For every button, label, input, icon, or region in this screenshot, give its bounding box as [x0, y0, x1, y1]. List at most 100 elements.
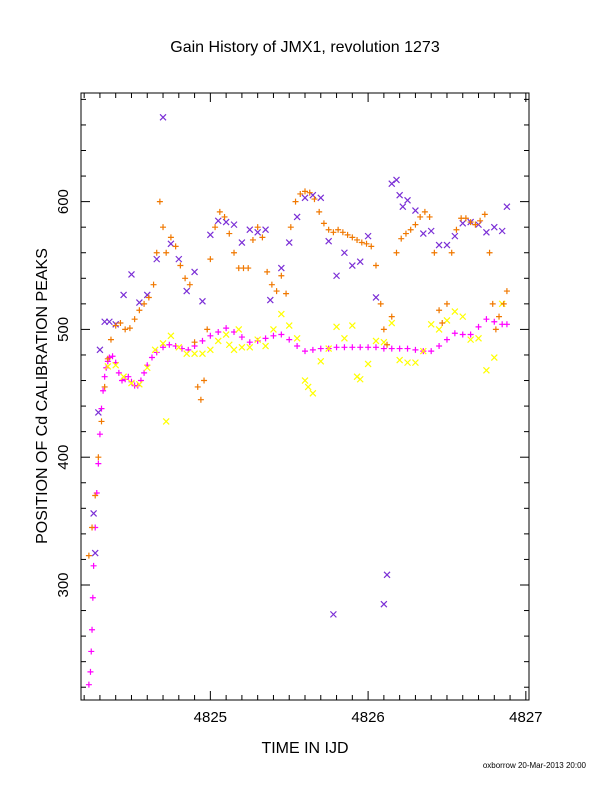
data-point — [262, 335, 269, 342]
data-point — [160, 224, 167, 231]
data-point — [363, 240, 370, 247]
data-point — [467, 336, 475, 344]
data-point — [302, 348, 308, 355]
data-point — [301, 194, 309, 202]
data-point — [377, 300, 384, 307]
data-point — [135, 380, 143, 388]
data-point — [238, 334, 245, 341]
data-point — [120, 291, 128, 299]
data-point — [320, 220, 327, 227]
data-point — [128, 271, 135, 278]
data-point — [206, 346, 214, 354]
data-point — [451, 232, 459, 240]
data-point — [95, 460, 102, 467]
data-point — [262, 226, 269, 234]
data-point — [443, 241, 451, 249]
data-point — [349, 344, 356, 351]
data-point — [254, 224, 261, 231]
data-point — [235, 325, 243, 333]
data-point — [89, 626, 96, 633]
data-point — [372, 294, 380, 301]
data-point — [143, 364, 151, 372]
data-point — [254, 336, 262, 344]
data-point — [175, 255, 183, 263]
data-point — [333, 272, 340, 280]
data-point — [388, 319, 396, 327]
data-point — [90, 562, 97, 569]
data-point — [467, 331, 474, 338]
data-point — [221, 213, 228, 220]
x-tick-label: 4826 — [351, 709, 384, 726]
data-point — [368, 243, 375, 250]
x-tick-label: 4827 — [509, 709, 542, 726]
data-point — [459, 331, 466, 338]
data-point — [150, 281, 157, 288]
data-point — [151, 346, 159, 354]
data-point — [317, 194, 325, 202]
data-point — [163, 249, 170, 256]
data-point — [380, 345, 387, 352]
axis-ticks: 4825 4826 4827 300 400 500 600 — [55, 93, 543, 726]
series-3 — [85, 188, 510, 559]
data-point — [194, 383, 201, 390]
data-point — [384, 341, 391, 348]
data-point — [365, 344, 372, 351]
data-point — [162, 417, 170, 425]
data-point — [112, 322, 119, 329]
data-point — [304, 383, 312, 391]
data-point — [431, 249, 438, 256]
chart-title: Gain History of JMX1, revolution 1273 — [170, 39, 440, 56]
data-point — [125, 373, 132, 380]
data-point — [451, 330, 458, 337]
data-point — [238, 239, 246, 246]
data-point — [309, 346, 316, 353]
data-point — [216, 208, 223, 215]
data-point — [278, 331, 285, 338]
data-point — [183, 350, 191, 358]
y-tick-label: 600 — [55, 189, 72, 214]
data-point — [293, 213, 301, 221]
data-point — [215, 328, 222, 335]
data-point — [428, 348, 435, 355]
series-layer — [85, 113, 511, 688]
data-point — [87, 668, 94, 675]
data-point — [230, 346, 238, 354]
data-point — [191, 268, 199, 276]
data-point — [393, 176, 400, 184]
data-point — [411, 207, 419, 214]
data-point — [231, 249, 238, 256]
data-point — [496, 313, 503, 320]
data-point — [246, 343, 254, 351]
data-point — [503, 203, 511, 211]
data-point — [427, 227, 435, 235]
data-point — [443, 300, 450, 307]
data-point — [311, 196, 318, 203]
data-point — [85, 552, 92, 559]
data-point — [88, 648, 95, 655]
data-point — [388, 180, 396, 188]
data-point — [427, 320, 435, 328]
data-point — [270, 332, 277, 339]
data-point — [354, 236, 361, 243]
data-point — [356, 375, 364, 383]
data-point — [344, 231, 351, 238]
data-point — [160, 344, 167, 351]
data-point — [325, 237, 333, 245]
data-point — [183, 287, 191, 295]
data-point — [246, 339, 253, 346]
data-point — [214, 217, 222, 225]
data-point — [329, 610, 337, 618]
data-point — [131, 316, 138, 323]
data-point — [475, 334, 482, 342]
data-point — [459, 219, 467, 227]
data-point — [115, 369, 122, 376]
data-point — [412, 221, 419, 228]
data-point — [197, 396, 204, 403]
data-point — [141, 369, 148, 376]
y-tick-label: 300 — [55, 572, 72, 597]
data-point — [159, 113, 167, 121]
data-point — [223, 325, 230, 332]
data-point — [483, 316, 490, 323]
data-point — [91, 549, 99, 557]
